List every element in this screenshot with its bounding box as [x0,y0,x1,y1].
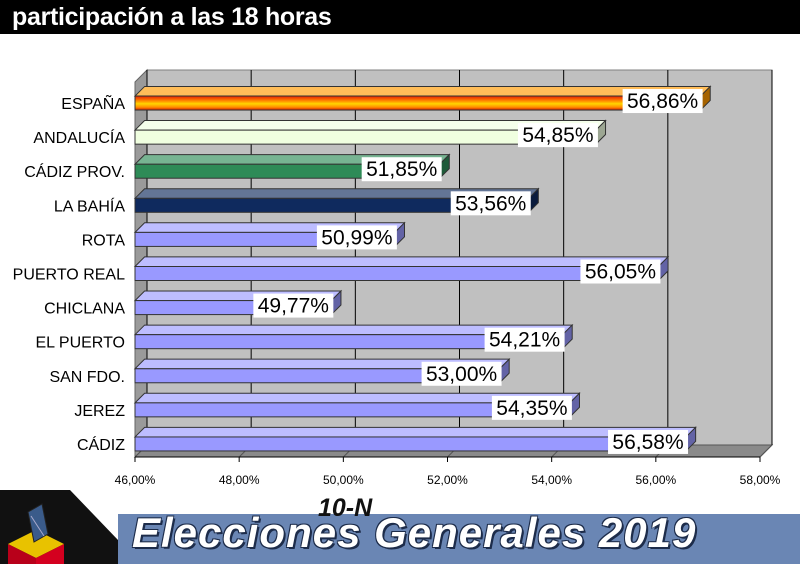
x-tick-label: 56,00% [635,473,676,487]
x-tick-label: 46,00% [115,473,156,487]
category-label: CÁDIZ PROV. [24,162,125,181]
footer-banner: 10-N Elecciones Generales 2019 [0,490,800,564]
data-label: 56,05% [585,261,656,284]
category-label: ROTA [82,232,126,249]
data-label: 56,58% [612,431,683,454]
gridline-floor [759,444,773,458]
data-label-box [622,89,703,114]
category-label: CHICLANA [44,301,125,318]
bar [134,266,659,281]
category-label: LA BAHÍA [54,196,125,215]
category-label: EL PUERTO [35,335,125,352]
data-label-box [361,157,442,182]
x-tick-label: 50,00% [323,473,364,487]
category-label: ANDALUCÍA [33,128,125,147]
data-label: 54,35% [496,397,567,420]
category-label: PUERTO REAL [13,267,125,284]
ballot-box-icon [0,490,118,564]
data-label-box [484,327,565,352]
x-tick-label: 52,00% [427,473,468,487]
category-label: JEREZ [74,403,125,420]
bar-chart: 46,00% 48,00% 50,00% 52,00% 54,00% 56,00% 58,0… [13,68,781,487]
data-label-box [253,293,334,318]
x-tick-label: 54,00% [531,473,572,487]
bar [134,436,687,452]
x-tick-label: 48,00% [219,473,260,487]
data-label-box [517,123,598,148]
data-label: 53,00% [426,363,497,386]
data-label-box [608,429,689,454]
category-label: SAN FDO. [49,369,125,386]
data-label-box [421,361,502,386]
page-title: participación a las 18 horas [12,3,332,31]
footer-subtitle: 10-N [318,494,373,522]
title-bar: participación a las 18 horas [0,0,800,34]
data-label: 53,56% [455,192,526,215]
data-label: 56,86% [627,90,698,113]
footer-band [118,514,800,564]
data-label: 49,77% [258,295,329,318]
footer-title: Elecciones Generales 2019 [132,509,697,556]
category-label: CÁDIZ [77,435,125,454]
data-label: 54,21% [489,329,560,352]
data-label: 50,99% [321,226,392,249]
data-label-box [316,225,397,250]
category-label: ESPAÑA [61,93,125,113]
data-label-box [580,259,661,284]
data-label: 54,85% [522,124,593,147]
x-tick-label: 58,00% [740,473,781,487]
bar [134,95,702,111]
data-label-box [450,191,531,216]
data-label-box [491,395,572,420]
data-label: 51,85% [366,158,437,181]
